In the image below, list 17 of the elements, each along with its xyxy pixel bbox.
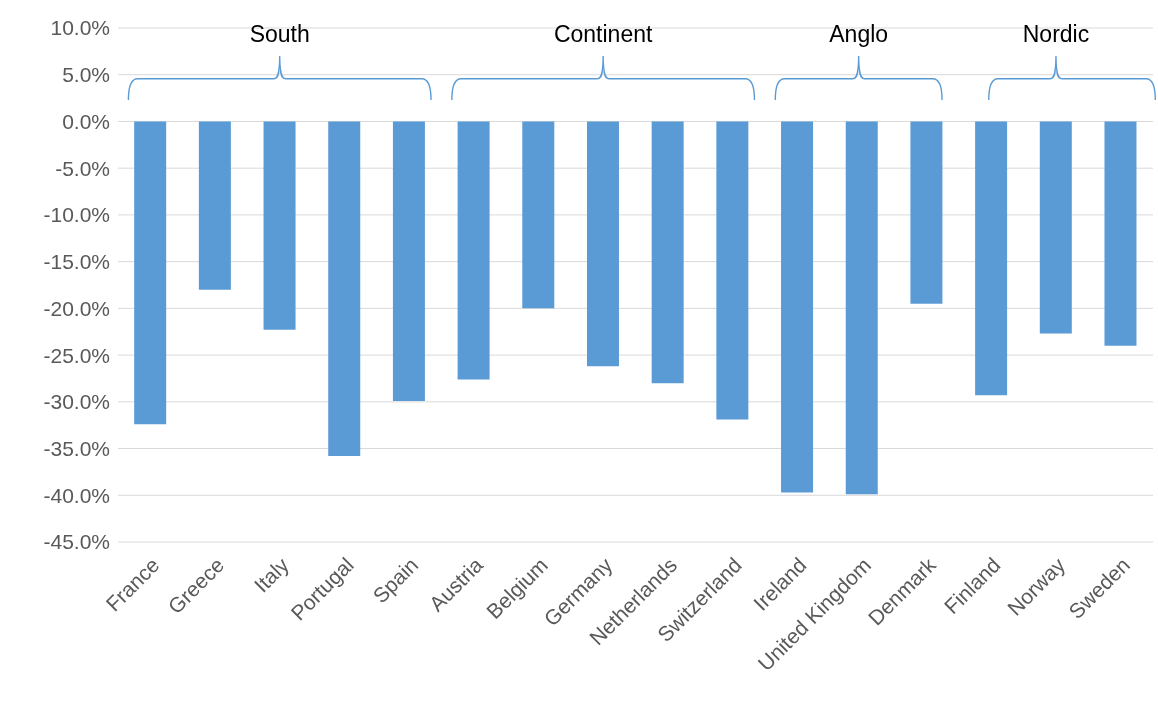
annotation: South xyxy=(249,21,310,47)
y-tick-label: -10.0% xyxy=(43,203,110,227)
x-tick-label: Italy xyxy=(249,552,294,597)
y-tick-label: -20.0% xyxy=(43,296,110,320)
y-tick-label: -30.0% xyxy=(43,390,110,414)
y-tick-label: 5.0% xyxy=(62,63,110,87)
y-tick-label: -15.0% xyxy=(43,250,110,274)
y-tick-label: -45.0% xyxy=(43,530,110,554)
y-tick-label: -25.0% xyxy=(43,343,110,367)
y-tick-label: -40.0% xyxy=(43,483,110,507)
annotation: Nordic xyxy=(1022,21,1090,47)
annotation: Anglo xyxy=(829,21,889,47)
annotation: Continent xyxy=(553,21,653,47)
y-tick-label: -5.0% xyxy=(55,156,110,180)
y-tick-label: 10.0% xyxy=(50,16,110,40)
y-tick-label: 0.0% xyxy=(62,109,110,133)
y-tick-label: -35.0% xyxy=(43,437,110,460)
